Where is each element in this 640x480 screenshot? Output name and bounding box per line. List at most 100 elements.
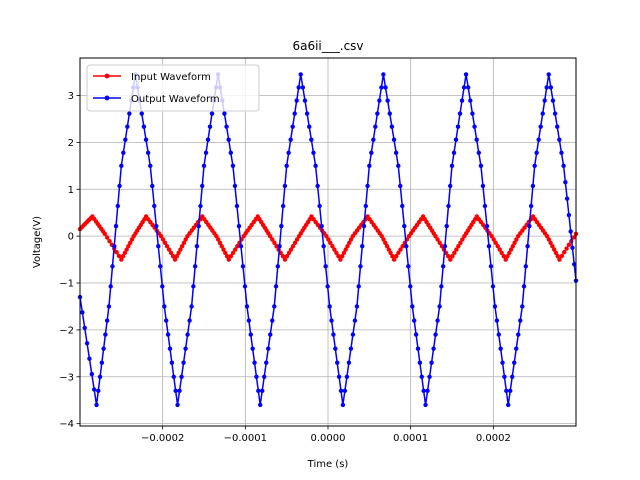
data-point <box>112 243 117 249</box>
data-point <box>274 243 279 249</box>
data-point <box>503 257 508 262</box>
data-point <box>512 360 517 365</box>
data-point <box>264 360 269 365</box>
data-point <box>433 233 438 239</box>
data-point <box>525 243 530 249</box>
data-point <box>170 254 176 259</box>
data-point <box>490 284 496 289</box>
data-point <box>224 124 229 129</box>
data-point <box>419 374 424 379</box>
data-point <box>258 402 263 408</box>
data-point <box>564 196 570 201</box>
data-point <box>544 233 550 239</box>
data-point <box>354 304 360 309</box>
data-point <box>417 360 423 365</box>
data-point <box>330 243 335 249</box>
data-point <box>300 85 306 90</box>
data-point <box>363 203 368 209</box>
data-point <box>326 237 331 242</box>
data-point <box>400 243 405 249</box>
data-point <box>280 203 286 209</box>
data-point <box>381 237 386 242</box>
data-point <box>304 111 310 116</box>
data-point <box>158 233 164 239</box>
data-point <box>559 253 565 259</box>
data-point <box>557 257 562 262</box>
data-point <box>139 111 144 116</box>
data-point <box>294 237 300 242</box>
data-point <box>339 254 345 259</box>
data-point <box>167 346 173 351</box>
data-point <box>260 388 265 394</box>
data-point <box>468 98 473 103</box>
data-point <box>486 243 492 249</box>
data-point <box>324 233 329 239</box>
data-point <box>234 203 240 209</box>
data-point <box>284 163 289 169</box>
data-point <box>101 346 106 351</box>
data-point <box>302 98 308 103</box>
data-point <box>446 203 451 209</box>
data-point <box>313 163 318 169</box>
data-point <box>500 360 505 365</box>
data-point <box>279 223 284 229</box>
data-point <box>465 85 471 90</box>
data-point <box>196 223 201 229</box>
data-point <box>321 243 326 249</box>
data-point <box>550 243 555 249</box>
data-point <box>521 284 527 289</box>
data-point <box>106 304 112 309</box>
legend-marker-input <box>104 73 110 79</box>
data-point <box>80 310 85 315</box>
data-point <box>323 264 328 269</box>
data-point <box>379 85 384 90</box>
data-point <box>444 223 449 229</box>
data-point <box>252 360 257 365</box>
data-point <box>404 243 409 249</box>
data-point <box>338 257 343 262</box>
data-point <box>474 137 479 142</box>
data-point <box>286 150 291 155</box>
data-point <box>272 240 277 246</box>
data-point <box>129 237 135 242</box>
data-point <box>425 388 430 394</box>
data-point <box>523 264 529 269</box>
data-point <box>143 137 149 142</box>
data-point <box>331 332 336 337</box>
data-point <box>482 203 488 209</box>
data-point <box>512 240 517 246</box>
data-point <box>388 250 393 256</box>
y-tick-label: 2 <box>68 138 74 149</box>
data-point <box>452 250 457 256</box>
legend-marker-output <box>104 95 110 101</box>
data-point <box>381 72 386 77</box>
data-point <box>453 137 459 142</box>
data-point <box>262 374 267 379</box>
data-point <box>548 85 554 90</box>
plot-area <box>77 72 579 408</box>
data-point <box>437 304 442 309</box>
data-point <box>217 240 223 246</box>
data-point <box>91 387 97 392</box>
data-point <box>121 150 126 155</box>
data-point <box>174 254 180 259</box>
data-point <box>540 111 545 116</box>
data-point <box>350 332 356 337</box>
data-point <box>256 388 261 394</box>
data-point <box>498 346 503 351</box>
data-point <box>183 346 188 351</box>
data-point <box>552 111 558 116</box>
data-point <box>248 332 253 337</box>
data-point <box>120 254 126 259</box>
data-point <box>348 237 354 242</box>
data-point <box>427 374 432 379</box>
data-point <box>317 203 322 209</box>
data-point <box>347 240 352 246</box>
data-point <box>506 402 511 408</box>
data-point <box>502 374 507 379</box>
data-point <box>102 231 108 236</box>
data-point <box>551 247 557 252</box>
y-tick-label: −2 <box>59 325 74 336</box>
data-point <box>273 284 279 289</box>
data-point <box>394 254 399 259</box>
